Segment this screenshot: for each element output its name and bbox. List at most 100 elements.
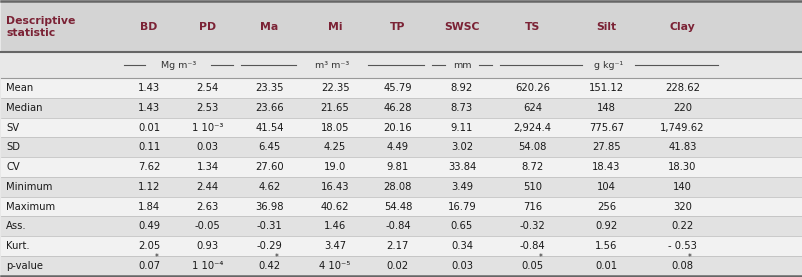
Bar xyxy=(2,98,800,118)
Text: 320: 320 xyxy=(672,201,691,212)
Text: 1,749.62: 1,749.62 xyxy=(659,122,703,132)
Text: 1.12: 1.12 xyxy=(138,182,160,192)
Text: -0.32: -0.32 xyxy=(519,221,545,231)
Text: Mg m⁻³: Mg m⁻³ xyxy=(160,61,196,70)
Text: 140: 140 xyxy=(672,182,691,192)
Text: 54.08: 54.08 xyxy=(518,142,546,152)
Text: 716: 716 xyxy=(523,201,541,212)
Bar xyxy=(2,52,800,78)
Text: 0.01: 0.01 xyxy=(138,122,160,132)
Text: 16.79: 16.79 xyxy=(447,201,476,212)
Text: 54.48: 54.48 xyxy=(383,201,411,212)
Text: 775.67: 775.67 xyxy=(588,122,623,132)
Text: SD: SD xyxy=(6,142,20,152)
Text: 2.54: 2.54 xyxy=(196,83,218,93)
Text: Maximum: Maximum xyxy=(6,201,55,212)
Text: SV: SV xyxy=(6,122,19,132)
Text: 20.16: 20.16 xyxy=(383,122,411,132)
Text: 0.49: 0.49 xyxy=(138,221,160,231)
Text: *: * xyxy=(537,253,541,261)
Text: 0.05: 0.05 xyxy=(521,261,543,271)
Text: 41.83: 41.83 xyxy=(667,142,695,152)
Text: 2.63: 2.63 xyxy=(196,201,218,212)
Text: 8.92: 8.92 xyxy=(450,83,472,93)
Bar xyxy=(2,137,800,157)
Text: 1.43: 1.43 xyxy=(138,103,160,113)
Text: 18.30: 18.30 xyxy=(667,162,695,172)
Text: *: * xyxy=(687,253,691,261)
Text: -0.84: -0.84 xyxy=(385,221,410,231)
Text: Minimum: Minimum xyxy=(6,182,52,192)
Text: - 0.53: - 0.53 xyxy=(667,241,696,251)
Text: Silt: Silt xyxy=(596,22,616,32)
Text: 22.35: 22.35 xyxy=(320,83,349,93)
Text: 36.98: 36.98 xyxy=(255,201,283,212)
Text: 7.62: 7.62 xyxy=(138,162,160,172)
Text: PD: PD xyxy=(199,22,216,32)
Text: TS: TS xyxy=(525,22,540,32)
Text: 0.93: 0.93 xyxy=(196,241,218,251)
Text: 2.17: 2.17 xyxy=(387,241,408,251)
Text: 0.22: 0.22 xyxy=(670,221,693,231)
Text: Kurt.: Kurt. xyxy=(6,241,30,251)
Bar xyxy=(2,256,800,276)
Text: Ass.: Ass. xyxy=(6,221,26,231)
Text: 1.34: 1.34 xyxy=(196,162,218,172)
Text: 0.34: 0.34 xyxy=(451,241,472,251)
Text: 1.56: 1.56 xyxy=(594,241,617,251)
Text: 16.43: 16.43 xyxy=(321,182,349,192)
Text: 2,924.4: 2,924.4 xyxy=(513,122,551,132)
Text: 0.01: 0.01 xyxy=(594,261,617,271)
Text: 4 10⁻⁵: 4 10⁻⁵ xyxy=(319,261,350,271)
Text: TP: TP xyxy=(390,22,405,32)
Text: 19.0: 19.0 xyxy=(323,162,346,172)
Text: 33.84: 33.84 xyxy=(448,162,476,172)
Text: 23.66: 23.66 xyxy=(255,103,283,113)
Text: 4.62: 4.62 xyxy=(258,182,280,192)
Text: 46.28: 46.28 xyxy=(383,103,411,113)
Text: 148: 148 xyxy=(596,103,615,113)
Text: 27.60: 27.60 xyxy=(255,162,283,172)
Text: 41.54: 41.54 xyxy=(255,122,283,132)
Bar xyxy=(2,236,800,256)
Bar xyxy=(2,177,800,197)
Text: 40.62: 40.62 xyxy=(321,201,349,212)
Text: 0.65: 0.65 xyxy=(450,221,472,231)
Text: 28.08: 28.08 xyxy=(383,182,411,192)
Text: CV: CV xyxy=(6,162,20,172)
Text: 0.42: 0.42 xyxy=(258,261,280,271)
Text: 3.49: 3.49 xyxy=(450,182,472,192)
Text: 620.26: 620.26 xyxy=(515,83,549,93)
Text: 9.81: 9.81 xyxy=(387,162,408,172)
Text: 1.46: 1.46 xyxy=(323,221,346,231)
Bar xyxy=(2,157,800,177)
Text: 0.08: 0.08 xyxy=(670,261,692,271)
Text: 1 10⁻³: 1 10⁻³ xyxy=(192,122,223,132)
Text: 624: 624 xyxy=(523,103,541,113)
Text: 4.49: 4.49 xyxy=(387,142,408,152)
Text: 1.43: 1.43 xyxy=(138,83,160,93)
Text: 3.02: 3.02 xyxy=(450,142,472,152)
Text: Descriptive
statistic: Descriptive statistic xyxy=(6,16,75,38)
Text: -0.29: -0.29 xyxy=(256,241,282,251)
Text: 9.11: 9.11 xyxy=(450,122,472,132)
Text: 2.53: 2.53 xyxy=(196,103,218,113)
Text: BD: BD xyxy=(140,22,157,32)
Bar xyxy=(2,118,800,137)
Text: 21.65: 21.65 xyxy=(320,103,349,113)
Text: 104: 104 xyxy=(596,182,615,192)
Text: 0.03: 0.03 xyxy=(451,261,472,271)
Text: *: * xyxy=(274,253,278,261)
Text: Ma: Ma xyxy=(260,22,278,32)
Text: 18.43: 18.43 xyxy=(591,162,620,172)
Bar xyxy=(2,78,800,98)
Text: 1.84: 1.84 xyxy=(138,201,160,212)
Bar xyxy=(2,1,800,52)
Text: Mi: Mi xyxy=(327,22,342,32)
Text: SWSC: SWSC xyxy=(444,22,479,32)
Text: 6.45: 6.45 xyxy=(258,142,280,152)
Text: 151.12: 151.12 xyxy=(588,83,623,93)
Text: 0.02: 0.02 xyxy=(387,261,408,271)
Text: g kg⁻¹: g kg⁻¹ xyxy=(593,61,622,70)
Text: 23.35: 23.35 xyxy=(255,83,283,93)
